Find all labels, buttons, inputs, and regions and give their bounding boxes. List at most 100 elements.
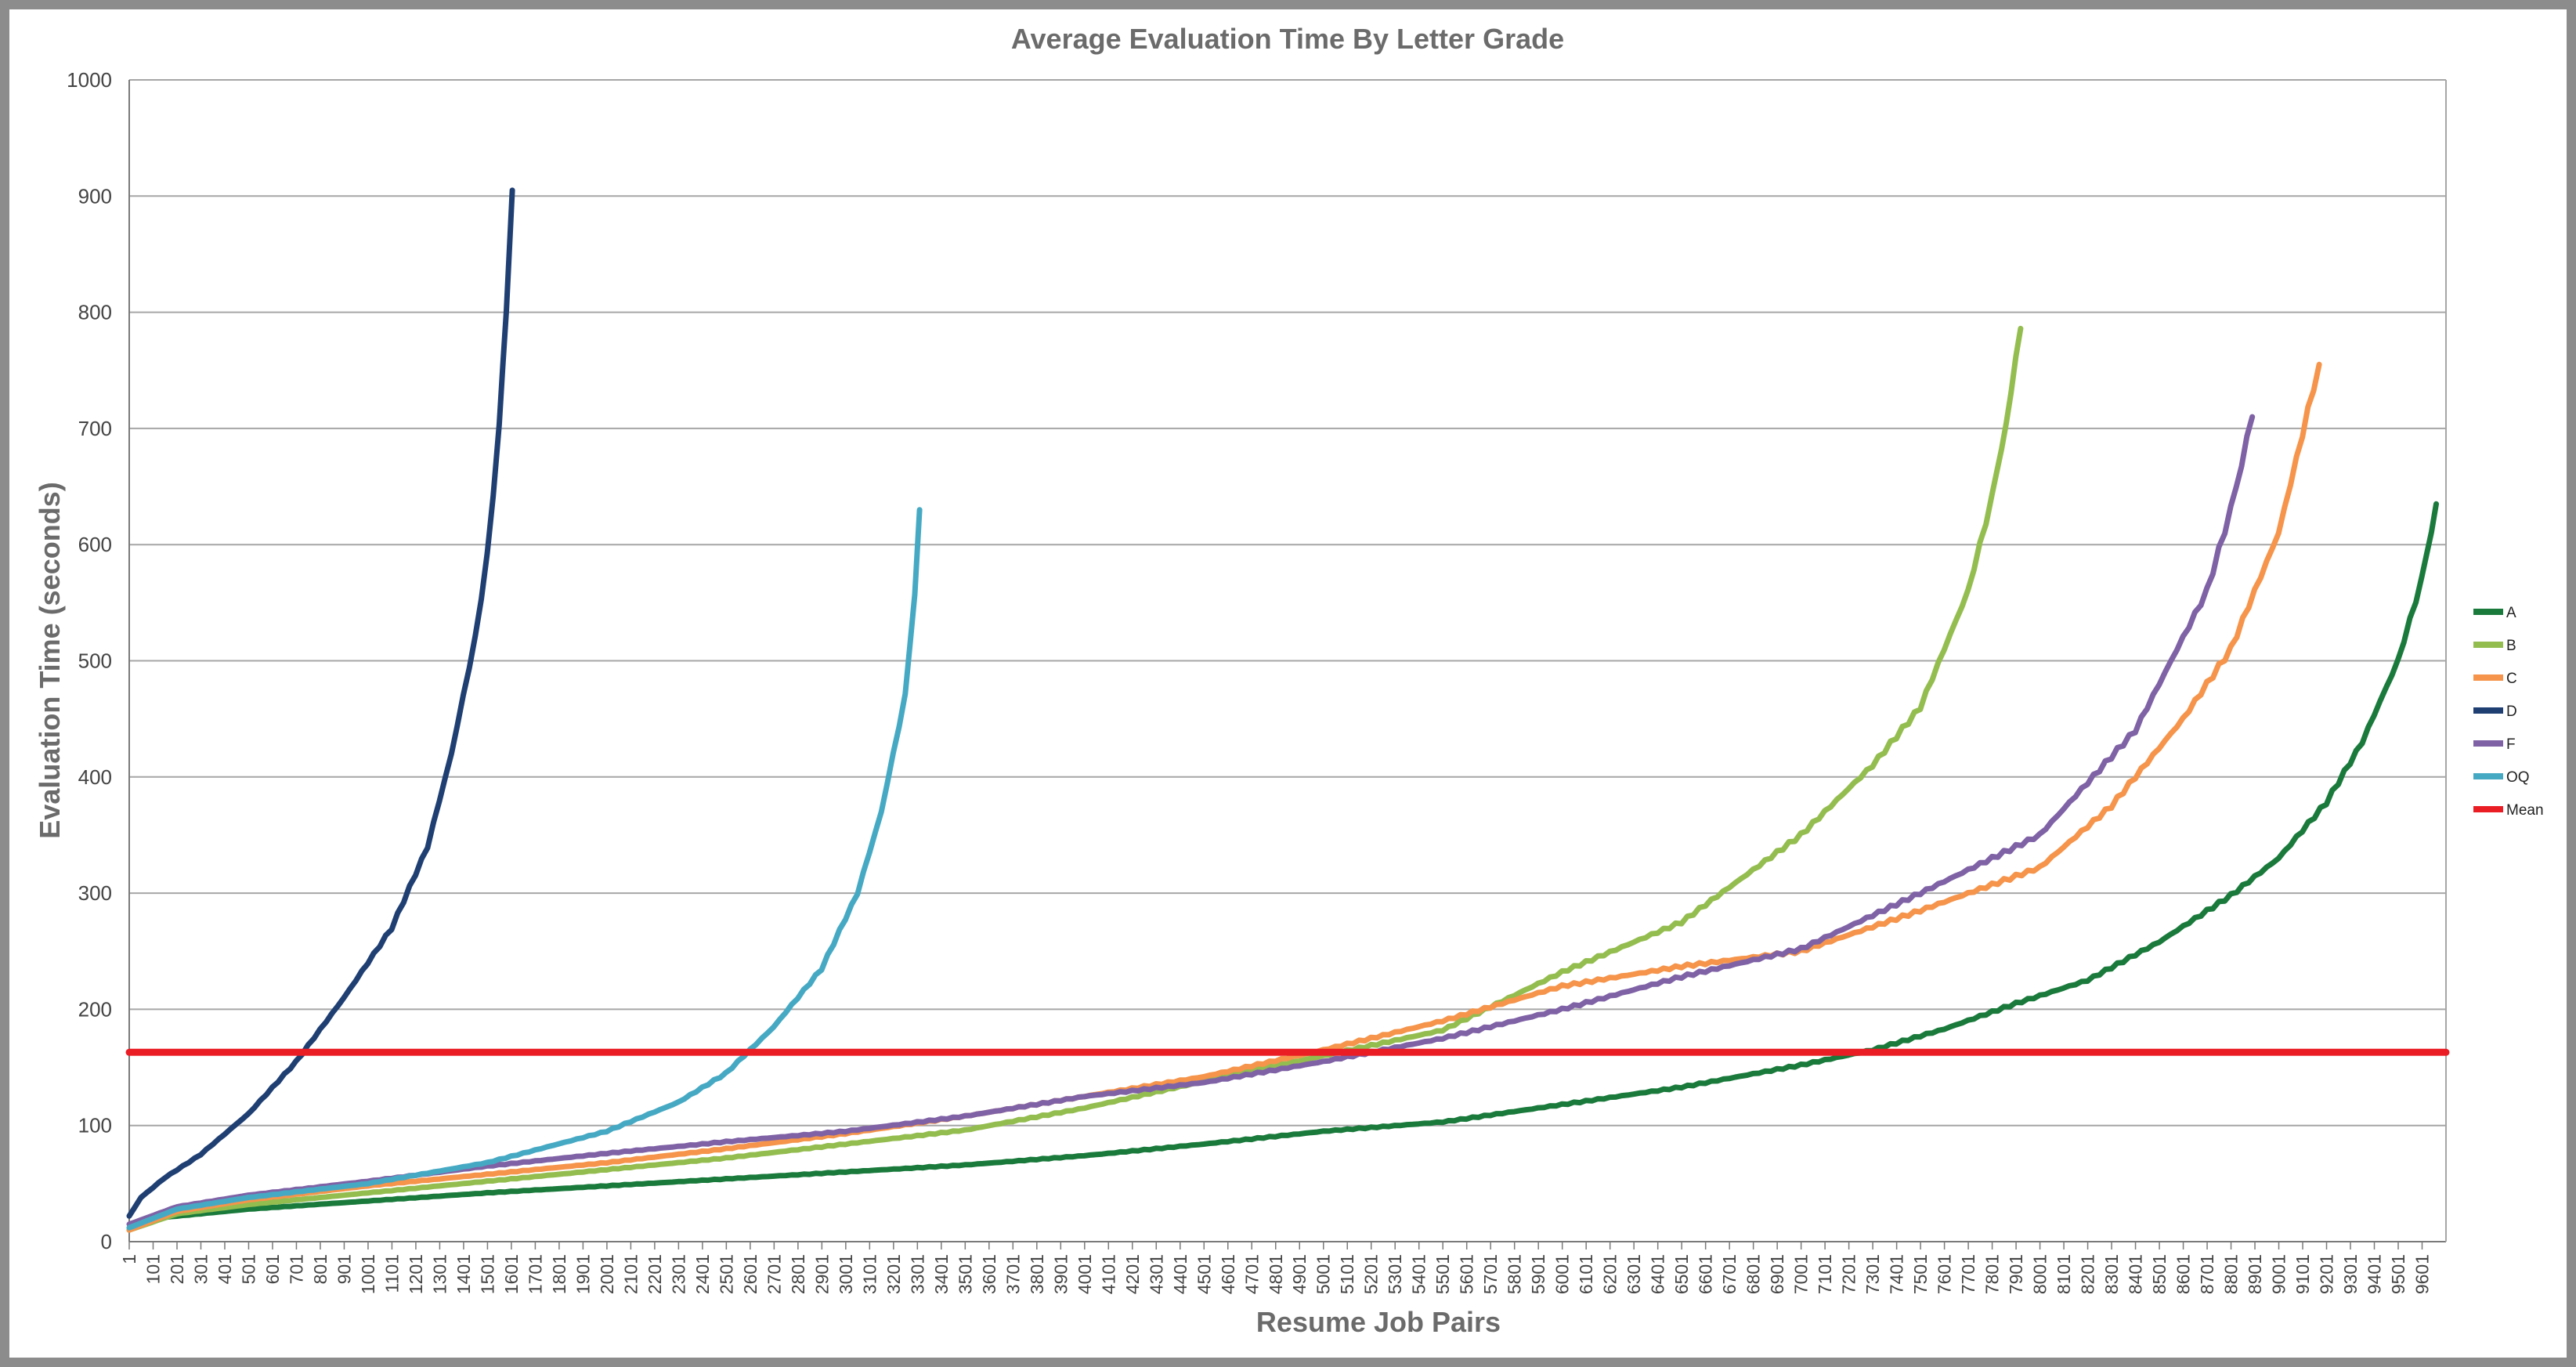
x-tick-label: 7701	[1958, 1254, 1978, 1294]
x-tick-label: 8701	[2197, 1254, 2217, 1294]
legend: A B CDF OQ Mean	[2473, 605, 2544, 819]
legend-label-mean: Mean	[2506, 802, 2544, 819]
series-line-a	[126, 501, 2439, 1233]
x-tick-label: 4701	[1241, 1254, 1262, 1294]
x-tick-label: 4301	[1146, 1254, 1166, 1294]
x-tick-label: 4801	[1266, 1254, 1286, 1294]
series-line-f	[126, 414, 2256, 1228]
series-line-d	[126, 187, 515, 1219]
legend-label-a: A	[2506, 605, 2516, 621]
x-tick-label: 8601	[2173, 1254, 2194, 1294]
x-tick-label: 701	[286, 1254, 306, 1284]
y-tick-label: 400	[78, 765, 112, 789]
series-line-oq	[126, 507, 923, 1231]
x-tick-label: 2001	[597, 1254, 617, 1294]
x-tick-label: 7201	[1839, 1254, 1859, 1294]
x-tick-label: 8101	[2054, 1254, 2074, 1294]
x-tick-label: 3901	[1050, 1254, 1071, 1294]
y-tick-label: 500	[78, 649, 112, 673]
x-tick-label: 5801	[1505, 1254, 1525, 1294]
x-tick-label: 6901	[1767, 1254, 1787, 1294]
y-tick-label: 100	[78, 1114, 112, 1137]
x-tick-label: 3301	[907, 1254, 927, 1294]
x-tick-label: 3001	[836, 1254, 856, 1294]
x-tick-label: 501	[238, 1254, 258, 1284]
x-tick-label: 2901	[811, 1254, 832, 1294]
chart-title: Average Evaluation Time By Letter Grade	[1011, 23, 1564, 55]
x-tick-label: 9001	[2269, 1254, 2289, 1294]
x-tick-label: 7301	[1862, 1254, 1883, 1294]
x-tick-label: 5901	[1528, 1254, 1548, 1294]
series-line-b	[126, 325, 2024, 1233]
x-tick-label: 301	[190, 1254, 211, 1284]
x-tick-label: 101	[143, 1254, 163, 1284]
x-axis-label: Resume Job Pairs	[1256, 1306, 1501, 1338]
x-tick-label: 1901	[573, 1254, 593, 1294]
x-tick-label: 3701	[1003, 1254, 1023, 1294]
x-tick-label: 5001	[1313, 1254, 1334, 1294]
x-tick-label: 1601	[501, 1254, 522, 1294]
x-tick-label: 9101	[2292, 1254, 2313, 1294]
x-tick-label: 3101	[859, 1254, 880, 1294]
x-tick-label: 4501	[1194, 1254, 1214, 1294]
y-tick-label: 700	[78, 417, 112, 440]
x-tick-label: 5601	[1457, 1254, 1477, 1294]
x-tick-label: 6401	[1648, 1254, 1668, 1294]
x-tick-label: 7801	[1982, 1254, 2003, 1294]
plot-series	[125, 187, 2450, 1233]
x-tick-label: 1301	[429, 1254, 450, 1294]
x-tick-label: 1401	[453, 1254, 474, 1294]
legend-label-c: C	[2506, 671, 2517, 687]
x-tick-label: 6601	[1696, 1254, 1716, 1294]
x-tick-label: 3801	[1027, 1254, 1047, 1294]
legend-label-b: B	[2506, 638, 2516, 654]
x-tick-label: 5501	[1433, 1254, 1453, 1294]
y-tick-label: 900	[78, 184, 112, 208]
x-tick-label: 3601	[979, 1254, 999, 1294]
x-tick-label: 4601	[1218, 1254, 1238, 1294]
x-tick-label: 1701	[525, 1254, 545, 1294]
x-tick-label: 8401	[2126, 1254, 2146, 1294]
legend-label-f: F	[2506, 736, 2516, 753]
x-tick-label: 8301	[2101, 1254, 2122, 1294]
x-tick-label: 8901	[2245, 1254, 2265, 1294]
x-tick-label: 4901	[1289, 1254, 1310, 1294]
x-tick-label: 1501	[477, 1254, 497, 1294]
x-tick-label: 6501	[1671, 1254, 1692, 1294]
x-tick-label: 6701	[1719, 1254, 1740, 1294]
x-tick-label: 7101	[1815, 1254, 1835, 1294]
x-tick-label: 5701	[1480, 1254, 1501, 1294]
x-tick-label: 7601	[1935, 1254, 1955, 1294]
y-axis-label: Evaluation Time (seconds)	[34, 482, 66, 838]
y-tick-label: 200	[78, 997, 112, 1021]
x-tick-label: 3501	[955, 1254, 975, 1294]
x-tick-label: 6101	[1576, 1254, 1596, 1294]
x-tick-label: 5101	[1337, 1254, 1357, 1294]
x-tick-label: 201	[167, 1254, 187, 1284]
x-tick-label: 9401	[2365, 1254, 2385, 1294]
x-tick-label: 7001	[1791, 1254, 1812, 1294]
x-tick-label: 901	[334, 1254, 354, 1284]
x-tick-label: 9301	[2340, 1254, 2361, 1294]
x-tick-label: 3201	[883, 1254, 904, 1294]
y-tick-label: 1000	[67, 68, 112, 92]
x-tick-label: 4401	[1170, 1254, 1190, 1294]
x-tick-label: 1101	[381, 1254, 402, 1293]
x-tick-label: 5201	[1361, 1254, 1382, 1294]
x-tick-label: 1801	[549, 1254, 569, 1294]
x-tick-label: 1001	[358, 1254, 378, 1294]
x-tick-label: 2401	[692, 1254, 713, 1294]
x-tick-label: 1201	[406, 1254, 426, 1294]
x-tick-label: 8801	[2221, 1254, 2242, 1294]
x-axis-ticks: 1 101 201 301 401 501 601 701 801 901 1001 1101 1201…	[119, 1242, 2433, 1294]
x-tick-label: 2701	[764, 1254, 784, 1294]
x-tick-label: 2101	[620, 1254, 641, 1294]
x-tick-label: 1	[119, 1254, 139, 1264]
y-tick-label: 0	[101, 1230, 112, 1253]
x-tick-label: 9601	[2412, 1254, 2433, 1294]
x-tick-label: 2201	[645, 1254, 665, 1294]
y-tick-label: 800	[78, 301, 112, 324]
x-tick-label: 7501	[1910, 1254, 1931, 1294]
